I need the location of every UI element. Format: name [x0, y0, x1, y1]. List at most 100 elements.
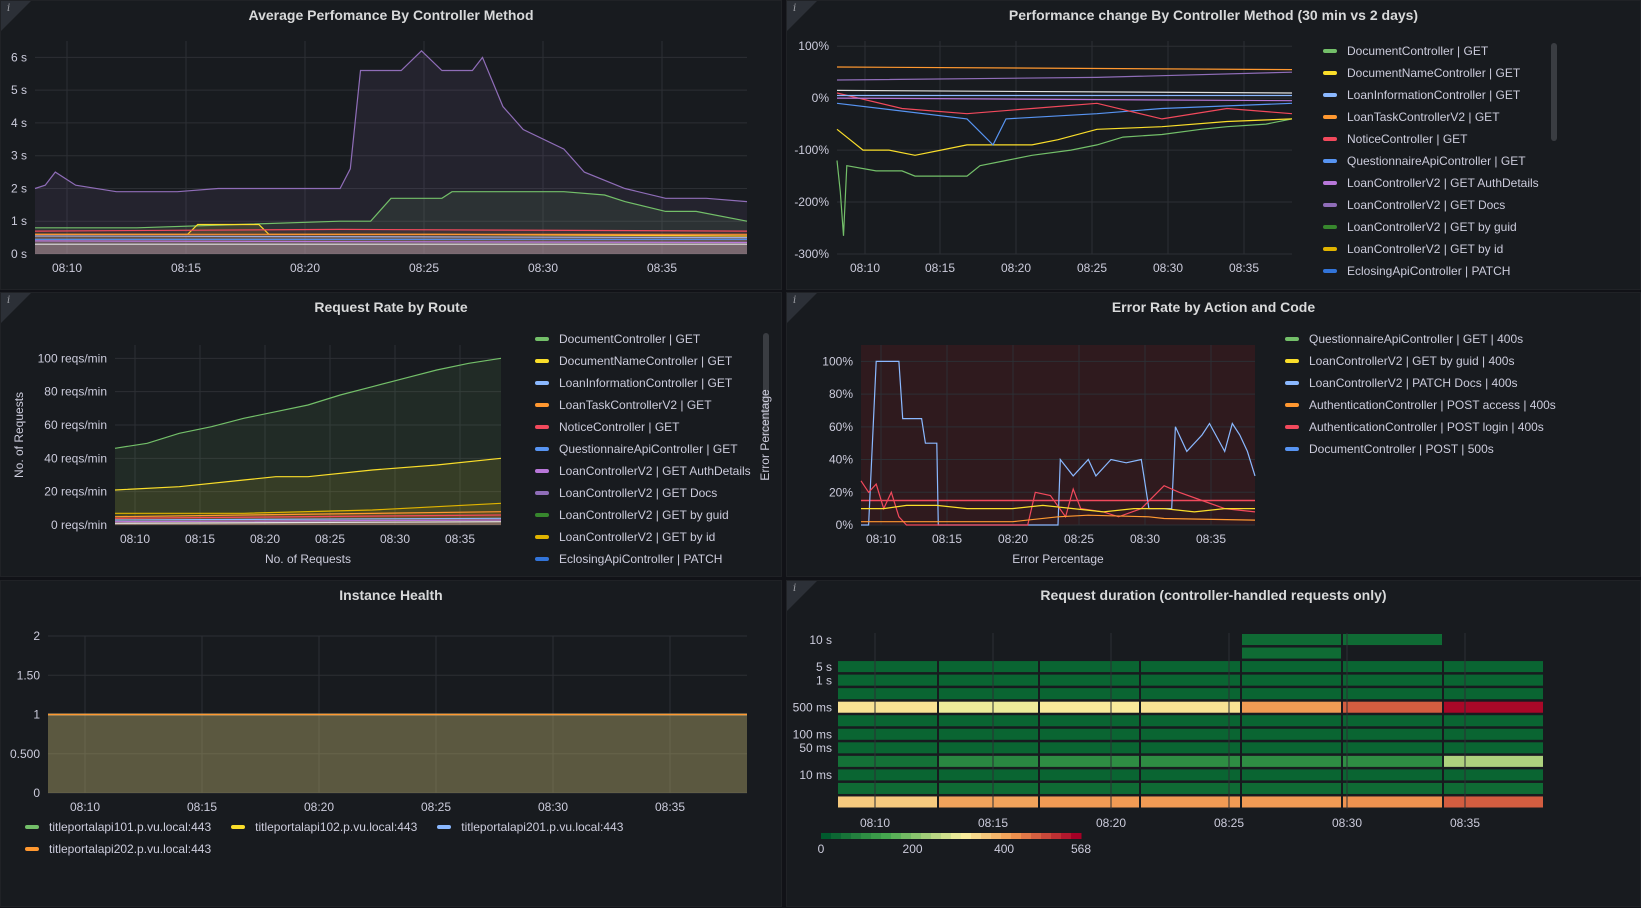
legend-item[interactable]: titleportalapi202.p.vu.local:443: [25, 838, 211, 860]
legend-item[interactable]: EclosingApiController | PATCH: [535, 548, 765, 570]
panel-title[interactable]: Request Rate by Route: [314, 299, 468, 315]
legend-swatch: [437, 825, 452, 829]
scale-tick-label: 0: [818, 842, 825, 856]
series-line: [836, 102, 1293, 146]
series-line: [114, 521, 502, 524]
heatmap-cell: [1040, 715, 1139, 727]
legend-label: DocumentController | POST | 500s: [1309, 442, 1494, 456]
info-icon[interactable]: i: [7, 3, 11, 14]
x-tick-label: 08:15: [978, 816, 1008, 830]
heatmap-cell: [1242, 728, 1341, 740]
legend-swatch: [535, 403, 549, 407]
panel-title[interactable]: Instance Health: [339, 587, 443, 603]
info-corner[interactable]: [1, 1, 31, 31]
x-tick-label: 08:35: [647, 261, 677, 275]
scale-swatch: [1031, 833, 1042, 839]
legend-item[interactable]: LoanTaskControllerV2 | GET: [1323, 106, 1553, 128]
scale-swatch: [821, 833, 832, 839]
legend-item[interactable]: LoanControllerV2 | PATCH Docs | 400s: [1285, 372, 1585, 394]
heatmap-cell: [939, 769, 1038, 781]
x-tick-label: 08:30: [1130, 532, 1160, 546]
heatmap-cell: [1444, 742, 1543, 754]
x-tick-label: 08:20: [304, 800, 334, 814]
legend-label: LoanControllerV2 | GET Docs: [559, 486, 718, 500]
scale-swatch: [991, 833, 1002, 839]
legend-item[interactable]: titleportalapi102.p.vu.local:443: [231, 816, 417, 838]
info-icon[interactable]: i: [793, 295, 797, 306]
info-icon[interactable]: i: [793, 583, 797, 594]
legend-swatch: [535, 337, 549, 341]
heatmap-cell: [939, 755, 1038, 767]
panel-instance-health: Instance Health 0 0.500 1 1.50 2 08:10 08:15 08…: [0, 580, 782, 907]
legend-swatch: [535, 381, 549, 385]
legend-label: LoanControllerV2 | PATCH Docs | 400s: [1309, 376, 1518, 390]
legend-label: LoanInformationController | GET: [1347, 88, 1521, 102]
info-icon[interactable]: i: [793, 3, 797, 14]
heatmap-cell: [1343, 769, 1442, 781]
info-corner[interactable]: [787, 1, 817, 31]
legend-item[interactable]: LoanControllerV2 | GET by guid: [1323, 216, 1553, 238]
legend-item[interactable]: EclosingApiController | PATCH: [1323, 260, 1553, 282]
panel-title[interactable]: Error Rate by Action and Code: [1111, 299, 1316, 315]
legend-item[interactable]: LoanControllerV2 | GET by guid: [535, 504, 765, 526]
panel-title[interactable]: Average Perfomance By Controller Method: [248, 7, 534, 23]
series-line: [861, 514, 1256, 523]
legend-item[interactable]: LoanControllerV2 | GET Docs: [1323, 194, 1553, 216]
legend-item[interactable]: NoticeController | GET: [535, 416, 765, 438]
series-line: [836, 97, 1293, 102]
legend-item[interactable]: DocumentNameController | GET: [535, 350, 765, 372]
legend-item[interactable]: DocumentNameController | GET: [1323, 62, 1553, 84]
x-tick-label: 08:30: [1153, 261, 1183, 275]
legend-scrollbar[interactable]: [763, 333, 769, 438]
legend-swatch: [535, 557, 549, 561]
y-tick-label: 0 reqs/min: [51, 518, 107, 532]
legend-item[interactable]: DocumentController | POST | 500s: [1285, 438, 1585, 460]
info-corner[interactable]: [1, 293, 31, 323]
scale-swatch: [881, 833, 892, 839]
heatmap-cell: [1343, 755, 1442, 767]
legend-item[interactable]: NoticeController | GET: [1323, 128, 1553, 150]
info-corner[interactable]: [787, 581, 817, 611]
legend-item[interactable]: LoanControllerV2 | GET by id: [535, 526, 765, 548]
legend-item[interactable]: DocumentController | GET: [535, 328, 765, 350]
y-tick-label: 1: [33, 708, 40, 722]
legend-label: QuestionnaireApiController | GET: [1347, 154, 1526, 168]
heatmap-cell: [939, 688, 1038, 700]
legend-item[interactable]: AuthenticationController | POST login | …: [1285, 416, 1585, 438]
legend-scrollbar[interactable]: [1551, 43, 1557, 141]
legend-item[interactable]: DocumentController | GET: [1323, 40, 1553, 62]
legend-item[interactable]: LoanControllerV2 | GET Docs: [535, 482, 765, 504]
legend-item[interactable]: LoanTaskControllerV2 | GET: [535, 394, 765, 416]
y-tick-label: 100 reqs/min: [38, 351, 107, 365]
y-tick-label: 40%: [829, 453, 853, 467]
panel-title[interactable]: Request duration (controller-handled req…: [1040, 587, 1387, 603]
legend-swatch: [1323, 203, 1337, 207]
legend-item[interactable]: LoanInformationController | GET: [535, 372, 765, 394]
legend-item[interactable]: QuestionnaireApiController | GET: [535, 438, 765, 460]
legend-item[interactable]: LoanControllerV2 | GET AuthDetails: [1323, 172, 1553, 194]
heatmap-cell: [1141, 661, 1240, 673]
y-tick-label: 0: [33, 786, 40, 800]
legend-label: LoanControllerV2 | GET by guid: [1347, 220, 1517, 234]
series-area: [35, 191, 747, 254]
info-icon[interactable]: i: [7, 295, 11, 306]
legend-item[interactable]: LoanControllerV2 | GET AuthDetails: [535, 460, 765, 482]
panel-title[interactable]: Performance change By Controller Method …: [1008, 7, 1419, 23]
legend-item[interactable]: titleportalapi201.p.vu.local:443: [437, 816, 623, 838]
legend-item[interactable]: titleportalapi101.p.vu.local:443: [25, 816, 211, 838]
heatmap-cell: [1242, 688, 1341, 700]
heatmap-cell: [1040, 688, 1139, 700]
heatmap-cell: [1444, 701, 1543, 713]
info-corner[interactable]: [787, 293, 817, 323]
y-tick-label: 80 reqs/min: [44, 385, 107, 399]
legend-item[interactable]: QuestionnaireApiController | GET: [1323, 150, 1553, 172]
legend-item[interactable]: LoanControllerV2 | GET by id: [1323, 238, 1553, 260]
legend-item[interactable]: QuestionnaireApiController | GET | 400s: [1285, 328, 1585, 350]
legend-item[interactable]: LoanControllerV2 | GET by guid | 400s: [1285, 350, 1585, 372]
heatmap-cell: [838, 742, 937, 754]
legend-item[interactable]: AuthenticationController | POST access |…: [1285, 394, 1585, 416]
legend-item[interactable]: LoanInformationController | GET: [1323, 84, 1553, 106]
series-line: [861, 360, 1256, 526]
heatmap-cell: [838, 674, 937, 686]
